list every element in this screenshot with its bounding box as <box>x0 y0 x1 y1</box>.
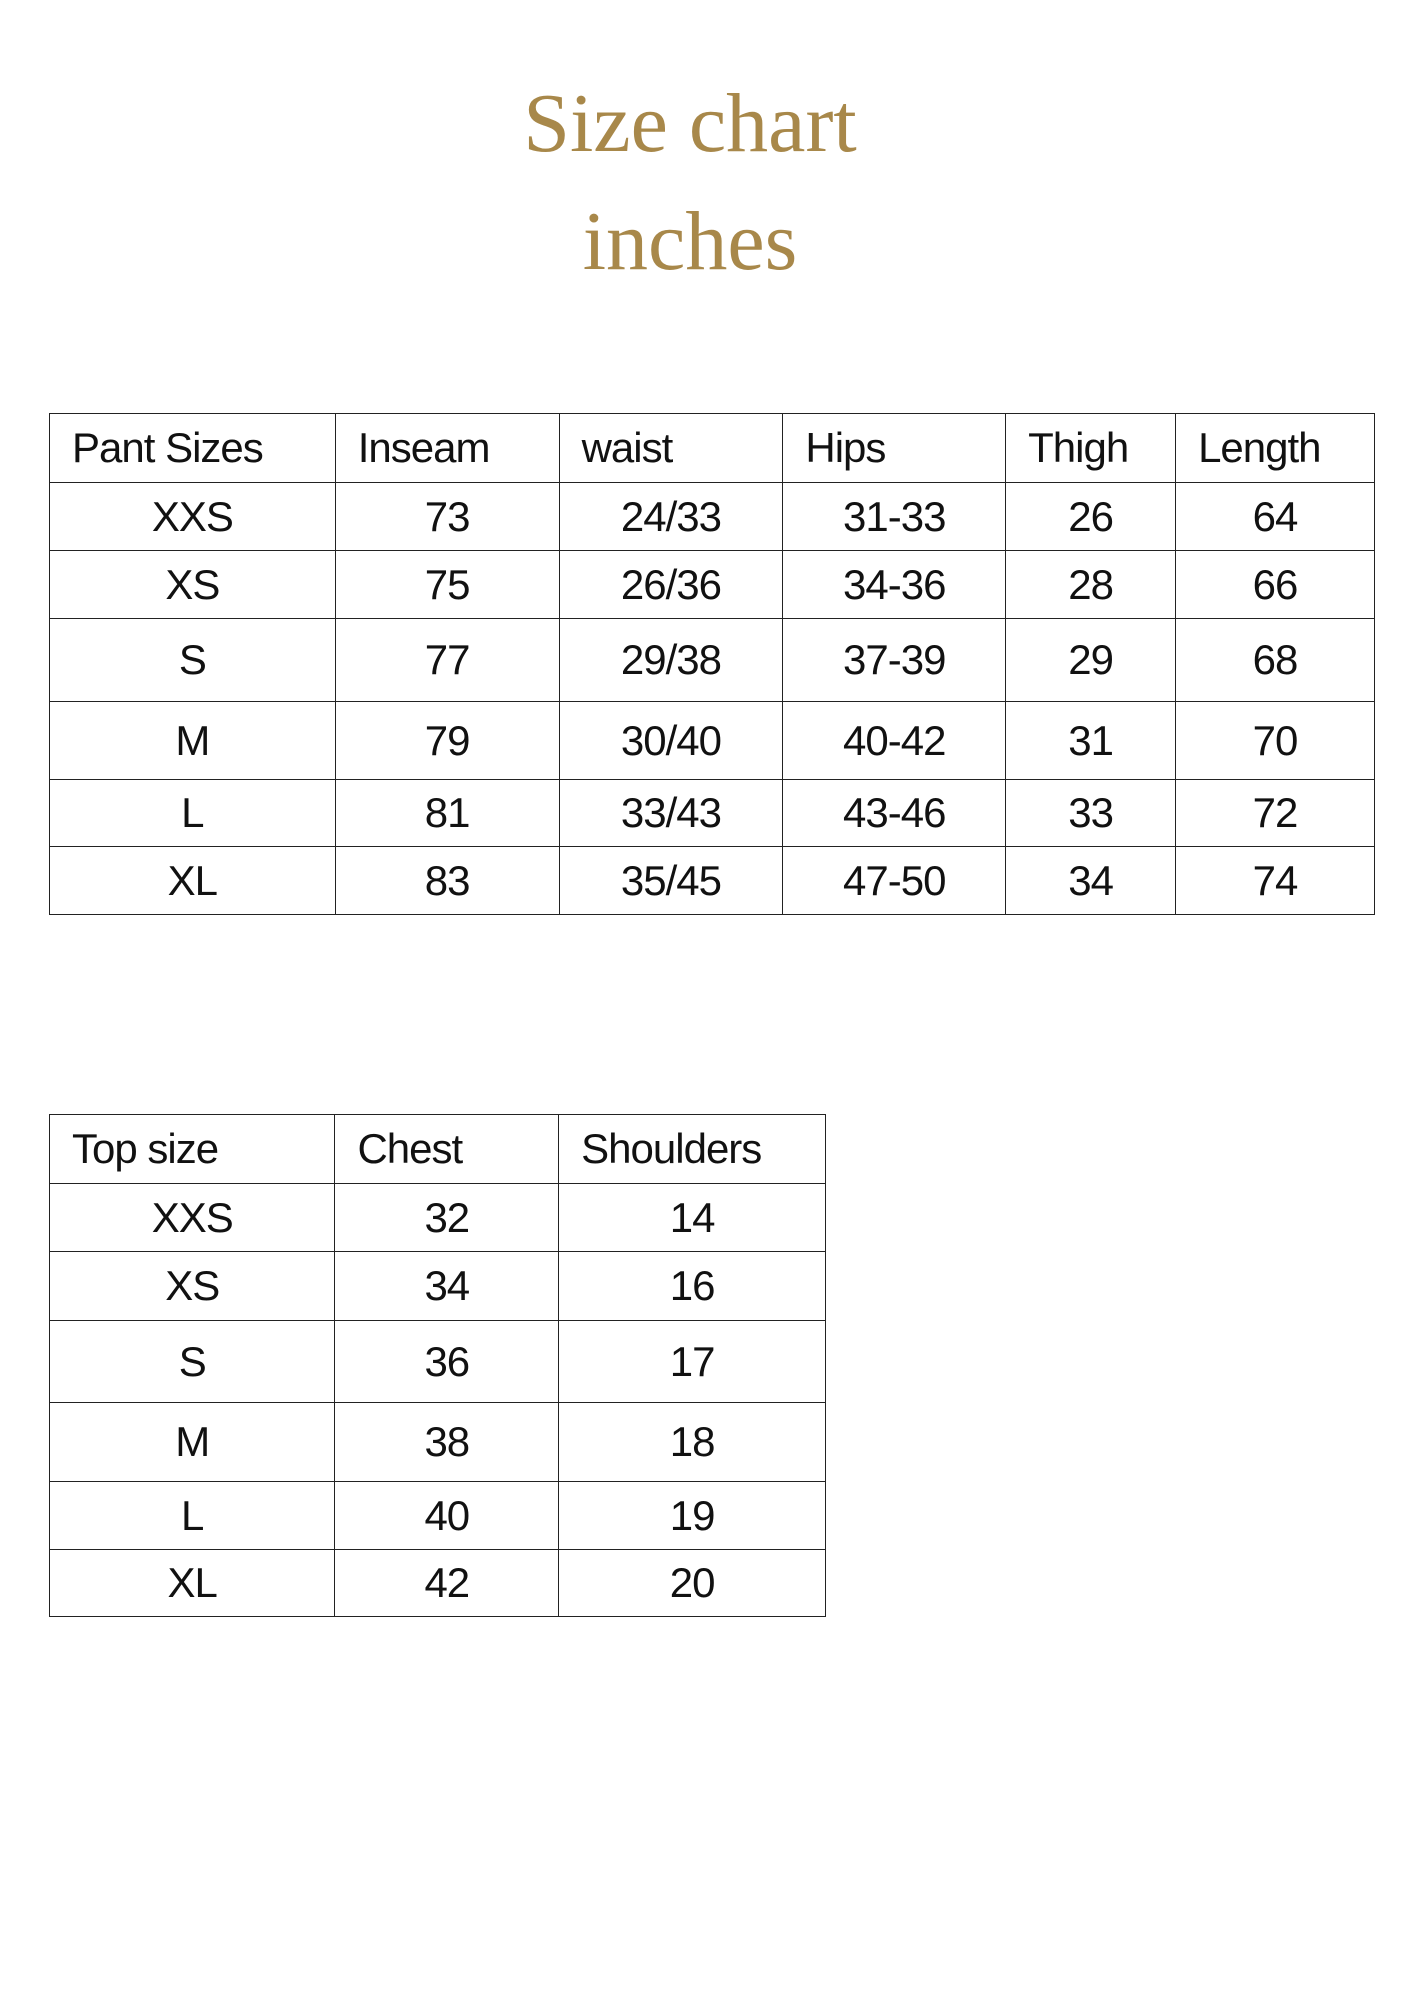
page-subtitle: inches <box>582 195 798 288</box>
table-cell: 18 <box>558 1402 826 1482</box>
table-cell: 30/40 <box>558 701 784 780</box>
table-row: M 38 18 <box>48 1402 826 1482</box>
table-cell: 66 <box>1175 550 1375 619</box>
table-cell: S <box>49 618 336 702</box>
table-cell: 37-39 <box>782 618 1007 702</box>
table-row: XS 34 16 <box>48 1251 826 1321</box>
table-cell: 24/33 <box>558 482 784 551</box>
page-title: Size chart <box>523 77 857 170</box>
column-header: Shoulders <box>558 1114 826 1184</box>
table-cell: XL <box>49 846 336 915</box>
table-cell: XXS <box>49 482 336 551</box>
table-cell: 34 <box>1005 846 1177 915</box>
table-cell: 29/38 <box>558 618 784 702</box>
table-cell: 26 <box>1005 482 1177 551</box>
table-cell: 68 <box>1175 618 1375 702</box>
table-cell: 79 <box>334 701 560 780</box>
table-row: L 40 19 <box>48 1481 826 1550</box>
table-cell: 35/45 <box>558 846 784 915</box>
table-row: XL 42 20 <box>48 1549 826 1617</box>
column-header: Inseam <box>334 413 560 483</box>
table-header-row: Top size Chest Shoulders <box>48 1114 826 1184</box>
table-cell: 47-50 <box>782 846 1007 915</box>
table-cell: 17 <box>558 1320 826 1403</box>
table-cell: 77 <box>334 618 560 702</box>
table-cell: 38 <box>334 1402 560 1482</box>
table-cell: 72 <box>1175 779 1375 847</box>
table-header-row: Pant Sizes Inseam waist Hips Thigh Length <box>49 413 1375 483</box>
table-row: XXS 32 14 <box>48 1183 826 1252</box>
table-cell: XS <box>49 550 336 619</box>
table-cell: 16 <box>558 1251 826 1321</box>
column-header: Pant Sizes <box>49 413 336 483</box>
table-cell: 81 <box>334 779 560 847</box>
column-header: waist <box>558 413 784 483</box>
table-cell: 40-42 <box>782 701 1007 780</box>
table-cell: 73 <box>334 482 560 551</box>
table-cell: 34 <box>334 1251 560 1321</box>
table-cell: 31 <box>1005 701 1177 780</box>
table-cell: 14 <box>558 1183 826 1252</box>
table-cell: 32 <box>334 1183 560 1252</box>
table-row: M 79 30/40 40-42 31 70 <box>49 701 1375 780</box>
table-cell: 43-46 <box>782 779 1007 847</box>
column-header: Top size <box>48 1114 336 1184</box>
table-cell: 74 <box>1175 846 1375 915</box>
table-cell: L <box>49 779 336 847</box>
table-cell: 36 <box>334 1320 560 1403</box>
table-cell: 83 <box>334 846 560 915</box>
table-cell: 26/36 <box>558 550 784 619</box>
table-cell: 28 <box>1005 550 1177 619</box>
table-cell: 40 <box>334 1481 560 1550</box>
table-cell: XS <box>48 1251 336 1321</box>
table-row: XS 75 26/36 34-36 28 66 <box>49 550 1375 619</box>
table-cell: XXS <box>48 1183 336 1252</box>
table-cell: S <box>48 1320 336 1403</box>
table-cell: 33/43 <box>558 779 784 847</box>
table-cell: 34-36 <box>782 550 1007 619</box>
table-cell: M <box>49 701 336 780</box>
table-row: S 77 29/38 37-39 29 68 <box>49 618 1375 702</box>
column-header: Chest <box>334 1114 560 1184</box>
table-cell: 75 <box>334 550 560 619</box>
table-cell: 19 <box>558 1481 826 1550</box>
pants-size-table: Pant Sizes Inseam waist Hips Thigh Length XXS 7… <box>49 413 1375 915</box>
column-header: Hips <box>782 413 1007 483</box>
table-cell: 31-33 <box>782 482 1007 551</box>
tops-size-table: Top size Chest Shoulders XXS 32 14 XS 34 16 S 36 17… <box>48 1114 826 1617</box>
table-cell: 29 <box>1005 618 1177 702</box>
table-cell: 64 <box>1175 482 1375 551</box>
column-header: Thigh <box>1005 413 1177 483</box>
table-cell: 20 <box>558 1549 826 1617</box>
table-cell: 70 <box>1175 701 1375 780</box>
table-cell: XL <box>48 1549 336 1617</box>
table-row: L 81 33/43 43-46 33 72 <box>49 779 1375 847</box>
table-cell: 42 <box>334 1549 560 1617</box>
table-row: XL 83 35/45 47-50 34 74 <box>49 846 1375 915</box>
table-row: S 36 17 <box>48 1320 826 1403</box>
table-cell: M <box>48 1402 336 1482</box>
column-header: Length <box>1175 413 1375 483</box>
table-cell: 33 <box>1005 779 1177 847</box>
table-cell: L <box>48 1481 336 1550</box>
table-row: XXS 73 24/33 31-33 26 64 <box>49 482 1375 551</box>
